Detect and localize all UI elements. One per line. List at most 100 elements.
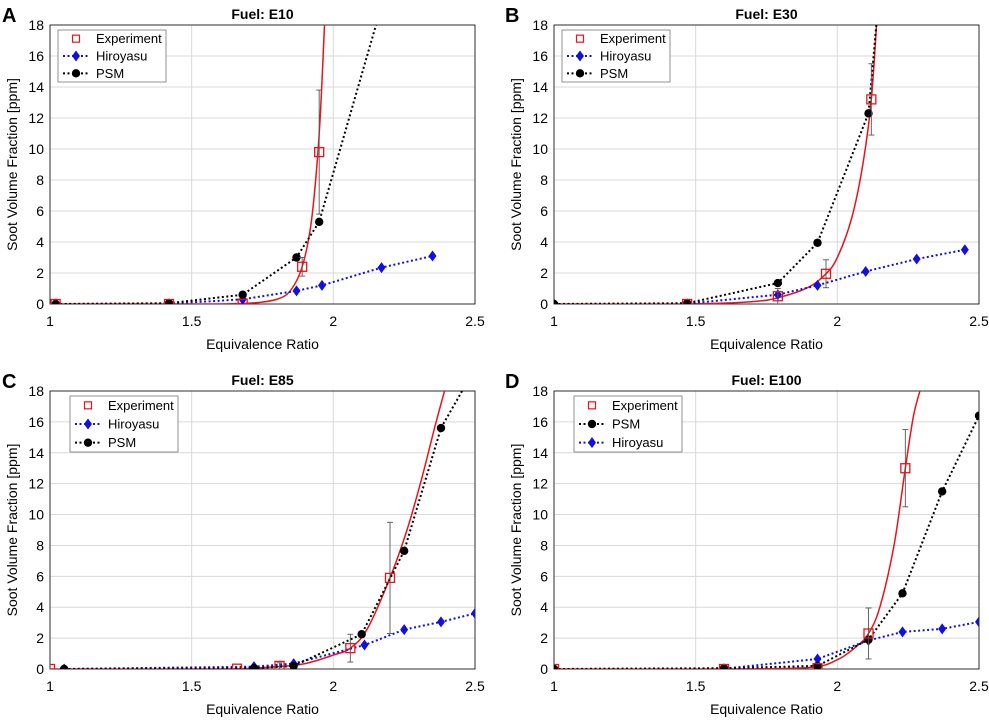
psm-point (462, 379, 470, 387)
y-tick-label: 8 (36, 537, 44, 553)
y-tick-label: 8 (540, 537, 548, 553)
hiroyasu-point (813, 653, 822, 665)
hiroyasu-point (377, 262, 386, 274)
experiment-point (812, 663, 823, 669)
legend-marker (72, 50, 80, 62)
experiment-point (772, 291, 783, 302)
chart-title: Fuel: E85 (231, 372, 293, 388)
experiment-point (314, 146, 325, 158)
plot-frame (49, 24, 476, 305)
chart-panel-d: 0 2 4 6 8 10 12 14 16 18 1 1.5 2 2.5 Fuel: E100 Equival… (505, 371, 989, 717)
psm-point (314, 217, 324, 227)
y-tick-label: 4 (540, 234, 548, 250)
y-tick-label: 12 (532, 110, 548, 126)
psm-point (864, 109, 873, 118)
hiroyasu-point (975, 616, 979, 628)
experiment-point (231, 663, 243, 669)
y-tick-label: 16 (28, 48, 44, 64)
legend: Experiment PSM Hiroyasu (573, 395, 683, 453)
legend-label: Experiment (96, 31, 162, 46)
hiroyasu-point (861, 265, 870, 277)
hiroyasu-point (360, 639, 369, 651)
psm-point (554, 299, 559, 304)
legend-marker (576, 50, 584, 62)
x-tick-label: 2 (329, 313, 337, 329)
experiment-point (50, 298, 61, 304)
psm-point (898, 589, 907, 598)
experiment-point (297, 261, 308, 272)
chart-panel-b: 0 2 4 6 8 10 12 14 16 18 1 1.5 2 2.5 Fuel: E30 Equivale… (505, 5, 989, 352)
legend-marker (588, 437, 596, 449)
legend-marker (587, 419, 597, 429)
psm-point (873, 13, 881, 21)
psm-point (357, 630, 366, 639)
x-axis-label: Equivalence Ratio (710, 701, 823, 717)
psm-line (554, 25, 878, 304)
psm-point (51, 299, 60, 304)
hiroyasu-line (64, 612, 475, 669)
panel-letter: A (2, 5, 16, 27)
psm-point (554, 664, 559, 669)
y-tick-label: 16 (28, 414, 44, 430)
legend-marker (71, 34, 81, 43)
experiment-point (866, 94, 877, 105)
legend-marker (84, 418, 92, 430)
legend-label: Hiroyasu (600, 49, 651, 64)
psm-point (974, 411, 979, 420)
plot-frame (49, 390, 476, 670)
y-axis-label: Soot Volume Fraction [ppm] (4, 444, 20, 617)
experiment-point (237, 298, 248, 304)
panel-letter: C (2, 371, 16, 393)
chart-title: Fuel: E30 (735, 6, 797, 22)
psm-point (249, 664, 259, 669)
legend-label: Experiment (612, 398, 678, 413)
hiroyasu-point (437, 616, 445, 628)
data-layer (50, 379, 475, 669)
psm-point (289, 661, 298, 669)
y-tick-label: 6 (36, 203, 44, 219)
y-tick-label: 12 (28, 110, 44, 126)
experiment-point (863, 628, 874, 639)
x-tick-label: 1.5 (686, 678, 706, 694)
y-tick-label: 0 (540, 661, 548, 677)
legend: Experiment Hiroyasu PSM (561, 29, 671, 83)
experiment-point (163, 298, 175, 304)
x-axis-label: Equivalence Ratio (206, 336, 319, 352)
hiroyasu-point (938, 623, 947, 635)
y-tick-label: 6 (540, 203, 548, 219)
hiroyasu-point (960, 244, 969, 256)
x-tick-label: 2 (833, 313, 841, 329)
psm-point (773, 278, 783, 288)
hiroyasu-point (471, 607, 475, 619)
legend-label: PSM (96, 66, 124, 81)
legend-label: Experiment (108, 398, 174, 413)
hiroyasu-point (400, 624, 409, 636)
psm-point (813, 661, 822, 669)
panel-letter: D (505, 371, 519, 393)
y-tick-label: 8 (36, 172, 44, 188)
chart-title: Fuel: E100 (731, 372, 801, 388)
x-tick-label: 2.5 (969, 313, 989, 329)
x-tick-label: 1 (46, 678, 54, 694)
hiroyasu-point (813, 279, 822, 291)
x-tick-label: 2.5 (465, 678, 485, 694)
legend: Experiment Hiroyasu PSM (69, 395, 179, 453)
y-tick-label: 16 (532, 414, 548, 430)
x-tick-label: 2.5 (465, 313, 485, 329)
y-tick-label: 8 (540, 172, 548, 188)
experiment-point (820, 268, 832, 279)
data-layer (554, 13, 969, 304)
y-tick-label: 14 (532, 79, 548, 95)
y-tick-label: 4 (540, 599, 548, 615)
chart-title: Fuel: E10 (231, 6, 293, 22)
hiroyasu-line (554, 620, 979, 669)
y-tick-label: 10 (28, 141, 44, 157)
x-tick-label: 1.5 (686, 313, 706, 329)
psm-point (937, 487, 947, 496)
y-tick-label: 10 (532, 141, 548, 157)
legend-label: Hiroyasu (96, 49, 147, 64)
psm-point (59, 664, 69, 669)
legend-label: PSM (600, 66, 628, 81)
y-tick-label: 16 (532, 48, 548, 64)
